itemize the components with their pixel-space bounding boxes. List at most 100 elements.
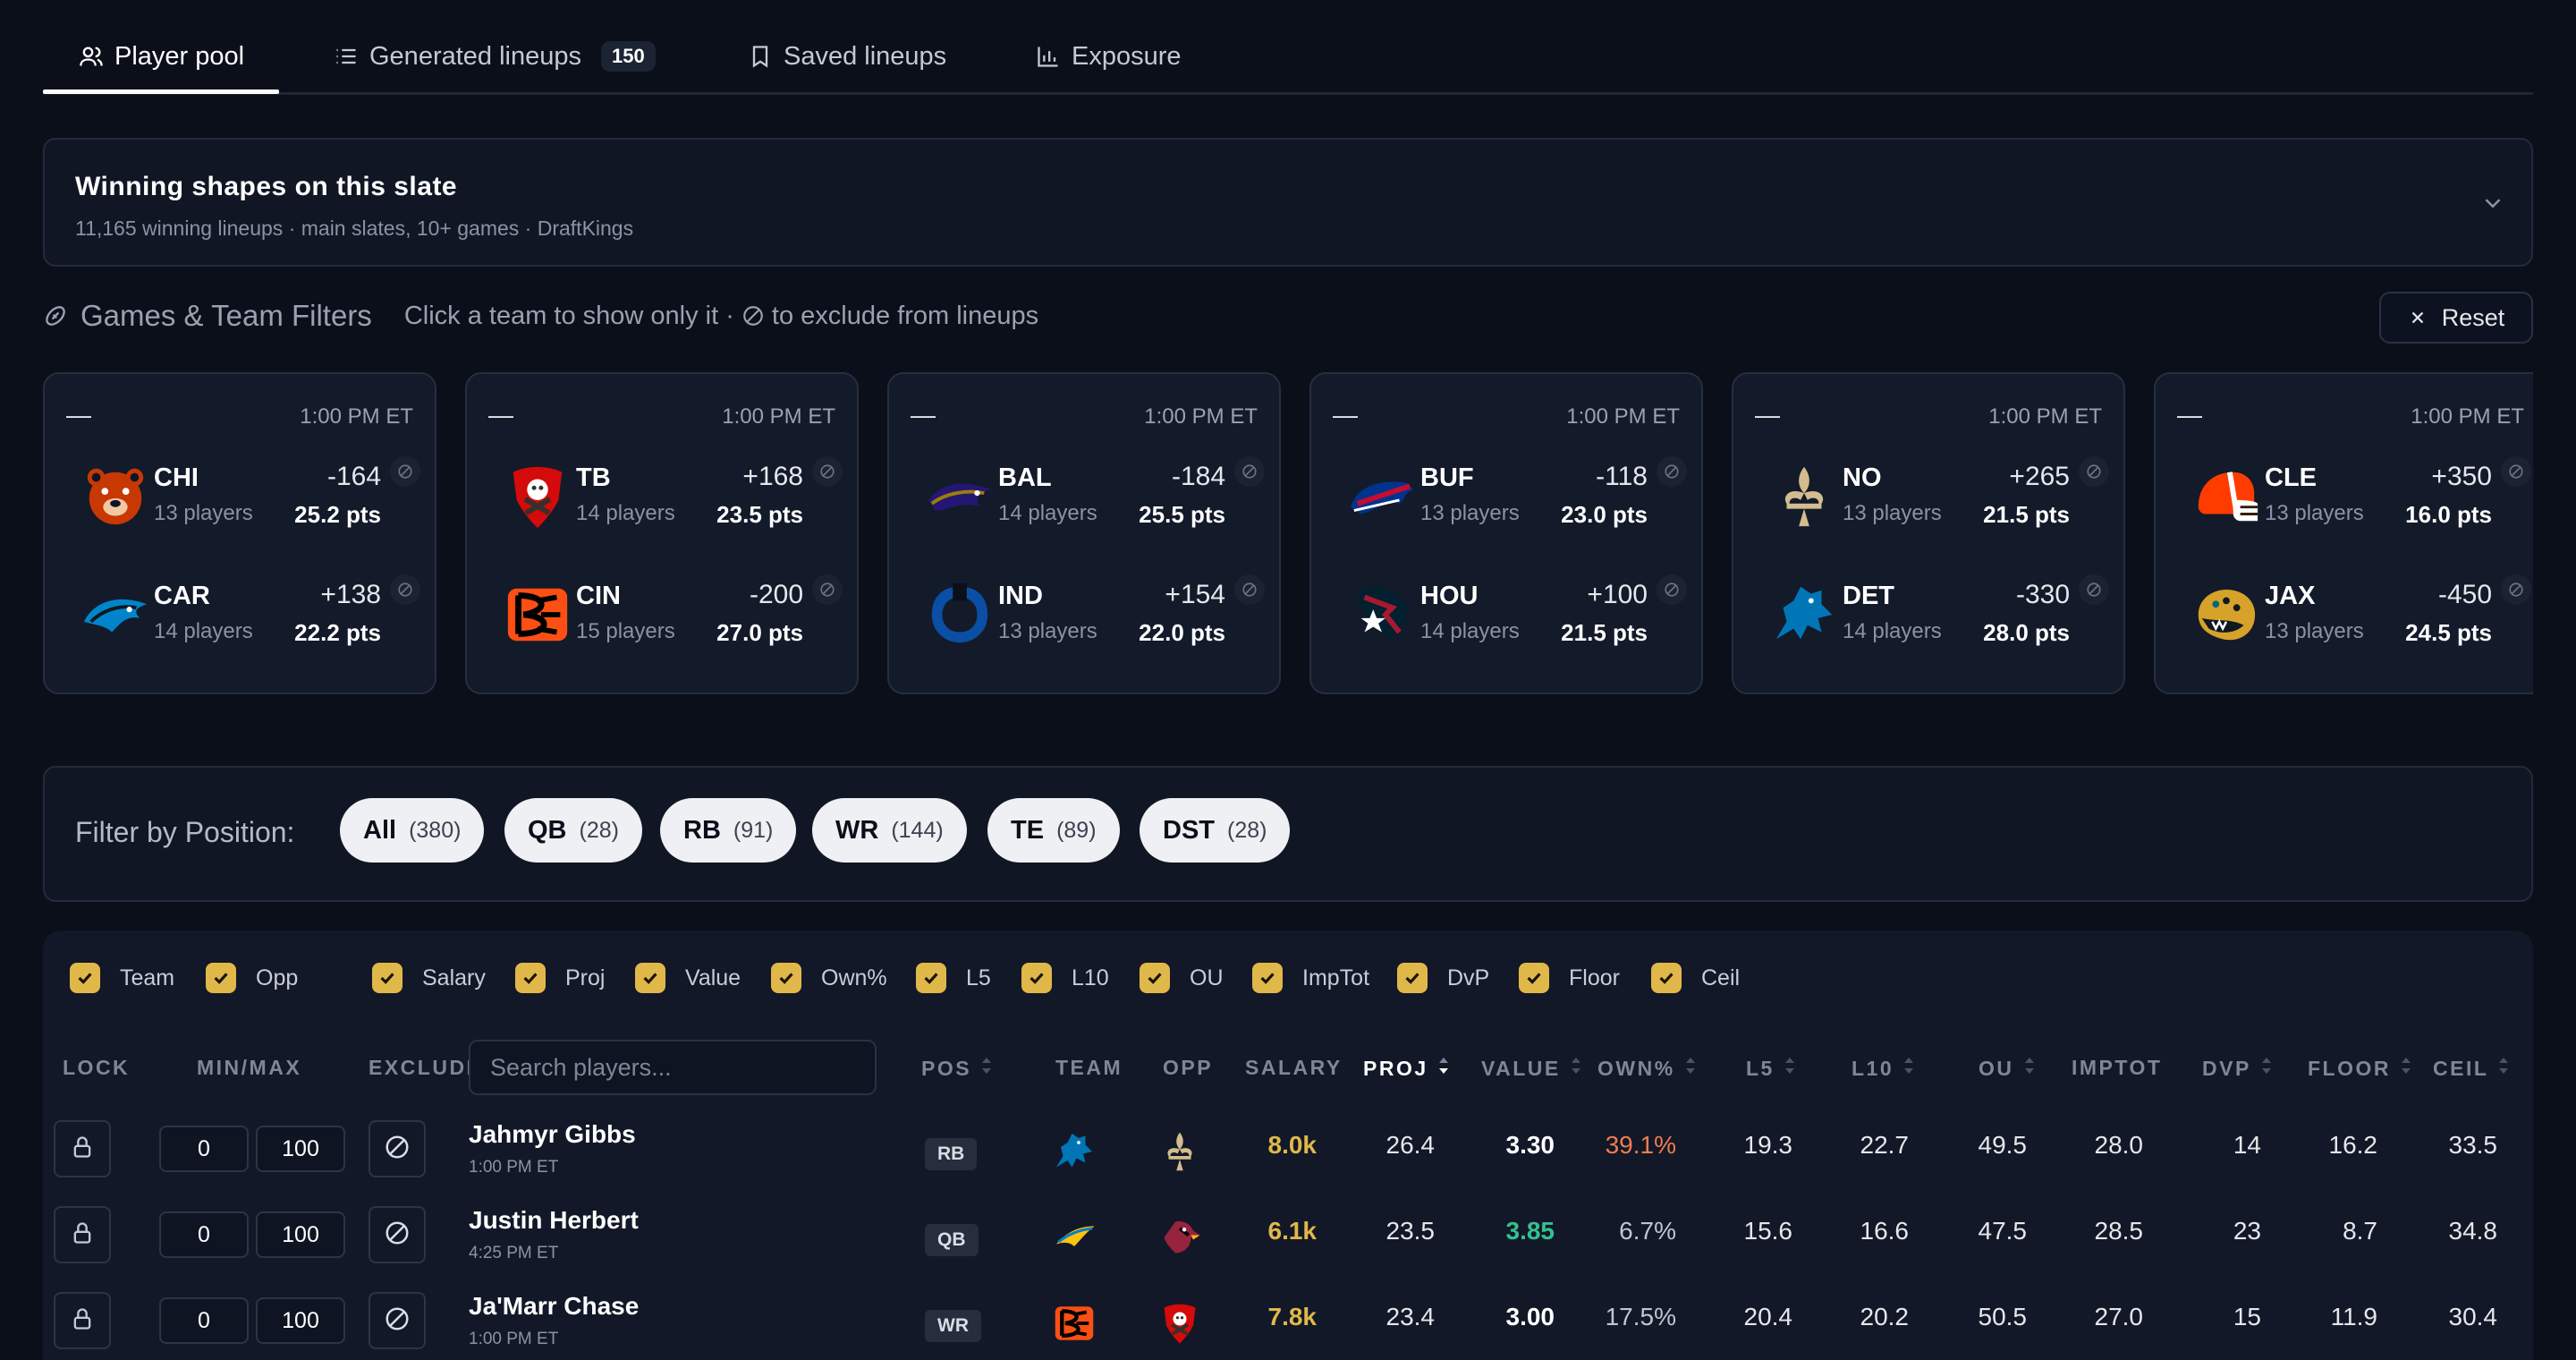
team-abbr: TB	[576, 463, 611, 492]
column-toggle-opp[interactable]: Opp	[206, 963, 298, 993]
column-toggle-ownpct[interactable]: Own%	[771, 963, 887, 993]
header-pos[interactable]: POS	[921, 1056, 993, 1081]
checkbox-checked-icon	[1519, 963, 1549, 993]
column-toggle-ceil[interactable]: Ceil	[1651, 963, 1740, 993]
column-toggle-proj[interactable]: Proj	[515, 963, 605, 993]
checkbox-checked-icon	[70, 963, 100, 993]
position-pill-wr[interactable]: WR (144)	[812, 798, 967, 863]
exclude-team-icon[interactable]	[812, 574, 843, 605]
header-opp[interactable]: OPP	[1163, 1056, 1213, 1080]
min-exposure-input[interactable]	[159, 1211, 249, 1258]
column-toggle-floor[interactable]: Floor	[1519, 963, 1620, 993]
column-toggle-imptot[interactable]: ImpTot	[1252, 963, 1369, 993]
header-l5[interactable]: L5	[1746, 1056, 1796, 1081]
team-filter-cle[interactable]: CLE 13 players +350 16.0 pts	[2191, 456, 2531, 537]
team-filter-car[interactable]: CAR 14 players +138 22.2 pts	[80, 574, 420, 655]
games-hint: Click a team to show only it · to exclud…	[404, 302, 1038, 331]
min-exposure-input[interactable]	[159, 1297, 249, 1344]
header-salary[interactable]: SALARY	[1245, 1056, 1343, 1080]
team-filter-ind[interactable]: IND 13 players +154 22.0 pts	[925, 574, 1265, 655]
team-player-count: 13 players	[998, 619, 1097, 643]
tab-player-pool[interactable]: Player pool	[79, 34, 244, 79]
exclude-team-icon[interactable]	[1657, 574, 1687, 605]
header-proj[interactable]: PROJ	[1363, 1056, 1450, 1081]
header-own[interactable]: OWN%	[1597, 1056, 1697, 1081]
header-value[interactable]: VALUE	[1481, 1056, 1582, 1081]
position-pill-qb[interactable]: QB (28)	[504, 798, 642, 863]
max-exposure-input[interactable]	[256, 1211, 345, 1258]
team-filter-hou[interactable]: HOU 14 players +100 21.5 pts	[1347, 574, 1687, 655]
header-ceil[interactable]: CEIL	[2433, 1056, 2510, 1081]
moneyline: -330	[2015, 580, 2070, 609]
team-filter-no[interactable]: NO 13 players +265 21.5 pts	[1769, 456, 2109, 537]
column-toggle-dvp[interactable]: DvP	[1397, 963, 1489, 993]
games-filter-header: Games & Team Filters Click a team to sho…	[43, 299, 1038, 333]
header-l10[interactable]: L10	[1852, 1056, 1915, 1081]
exclude-team-icon[interactable]	[812, 456, 843, 487]
header-dvp[interactable]: DVP	[2202, 1056, 2273, 1081]
exclude-team-icon[interactable]	[1234, 456, 1265, 487]
team-filter-det[interactable]: DET 14 players -330 28.0 pts	[1769, 574, 2109, 655]
position-pill-te[interactable]: TE (89)	[987, 798, 1120, 863]
lock-button[interactable]	[54, 1292, 111, 1349]
column-toggle-l5[interactable]: L5	[916, 963, 991, 993]
player-name[interactable]: Justin Herbert	[469, 1206, 639, 1234]
position-pill-all[interactable]: All (380)	[340, 798, 485, 863]
header-floor[interactable]: FLOOR	[2308, 1056, 2412, 1081]
game-status: —	[911, 401, 936, 429]
exclude-team-icon[interactable]	[2501, 456, 2531, 487]
exclude-team-icon[interactable]	[2501, 574, 2531, 605]
winning-shapes-panel[interactable]: Winning shapes on this slate 11,165 winn…	[43, 138, 2533, 267]
games-hint-post: to exclude from lineups	[771, 301, 1039, 330]
table-row[interactable]: Ja'Marr Chase 1:00 PM ET WR 7.8k 23.4 3.00 17.…	[43, 1281, 2533, 1360]
column-toggle-ou[interactable]: OU	[1140, 963, 1224, 993]
cell-ceil: 33.5	[2448, 1131, 2498, 1159]
table-row[interactable]: Justin Herbert 4:25 PM ET QB 6.1k 23.5 3.85 6.…	[43, 1195, 2533, 1281]
header-label: FLOOR	[2308, 1056, 2391, 1080]
exclude-team-icon[interactable]	[390, 574, 420, 605]
exclude-button[interactable]	[369, 1120, 426, 1177]
tab-exposure[interactable]: Exposure	[1036, 34, 1182, 79]
lock-button[interactable]	[54, 1206, 111, 1263]
exclude-team-icon[interactable]	[390, 456, 420, 487]
team-filter-buf[interactable]: BUF 13 players -118 23.0 pts	[1347, 456, 1687, 537]
toggle-label: OU	[1190, 965, 1224, 990]
sort-icon	[2400, 1056, 2412, 1081]
header-team[interactable]: TEAM	[1055, 1056, 1123, 1080]
tab-saved-lineups[interactable]: Saved lineups	[748, 34, 946, 79]
header-label: PROJ	[1363, 1056, 1428, 1080]
chevron-down-icon[interactable]	[2479, 190, 2506, 217]
min-exposure-input[interactable]	[159, 1126, 249, 1172]
exclude-button[interactable]	[369, 1292, 426, 1349]
team-player-count: 14 players	[998, 501, 1097, 525]
column-toggle-value[interactable]: Value	[635, 963, 741, 993]
player-name[interactable]: Jahmyr Gibbs	[469, 1120, 636, 1148]
team-filter-bal[interactable]: BAL 14 players -184 25.5 pts	[925, 456, 1265, 537]
team-filter-tb[interactable]: TB 14 players +168 23.5 pts	[503, 456, 843, 537]
max-exposure-input[interactable]	[256, 1297, 345, 1344]
lock-button[interactable]	[54, 1120, 111, 1177]
team-filter-chi[interactable]: CHI 13 players -164 25.2 pts	[80, 456, 420, 537]
team-filter-cin[interactable]: CIN 15 players -200 27.0 pts	[503, 574, 843, 655]
player-name[interactable]: Ja'Marr Chase	[469, 1292, 640, 1320]
position-pill-rb[interactable]: RB (91)	[660, 798, 797, 863]
tab-generated-lineups[interactable]: Generated lineups 150	[334, 34, 656, 79]
exclude-team-icon[interactable]	[1657, 456, 1687, 487]
search-input[interactable]	[469, 1040, 877, 1095]
max-exposure-input[interactable]	[256, 1126, 345, 1172]
exclude-team-icon[interactable]	[1234, 574, 1265, 605]
position-pill-dst[interactable]: DST (28)	[1140, 798, 1291, 863]
column-toggle-salary[interactable]: Salary	[372, 963, 486, 993]
exclude-team-icon[interactable]	[2079, 456, 2109, 487]
reset-button[interactable]: Reset	[2379, 292, 2533, 344]
exclude-team-icon[interactable]	[2079, 574, 2109, 605]
table-row[interactable]: Jahmyr Gibbs 1:00 PM ET RB 8.0k 26.4 3.30 39.1…	[43, 1109, 2533, 1195]
implied-points: 25.5 pts	[1139, 501, 1225, 528]
column-toggle-l10[interactable]: L10	[1021, 963, 1109, 993]
team-filter-jax[interactable]: JAX 13 players -450 24.5 pts	[2191, 574, 2531, 655]
sort-icon	[1570, 1056, 1582, 1081]
header-imptot[interactable]: IMPTOT	[2072, 1056, 2162, 1080]
header-ou[interactable]: OU	[1979, 1056, 2036, 1081]
column-toggle-team[interactable]: Team	[70, 963, 174, 993]
exclude-button[interactable]	[369, 1206, 426, 1263]
